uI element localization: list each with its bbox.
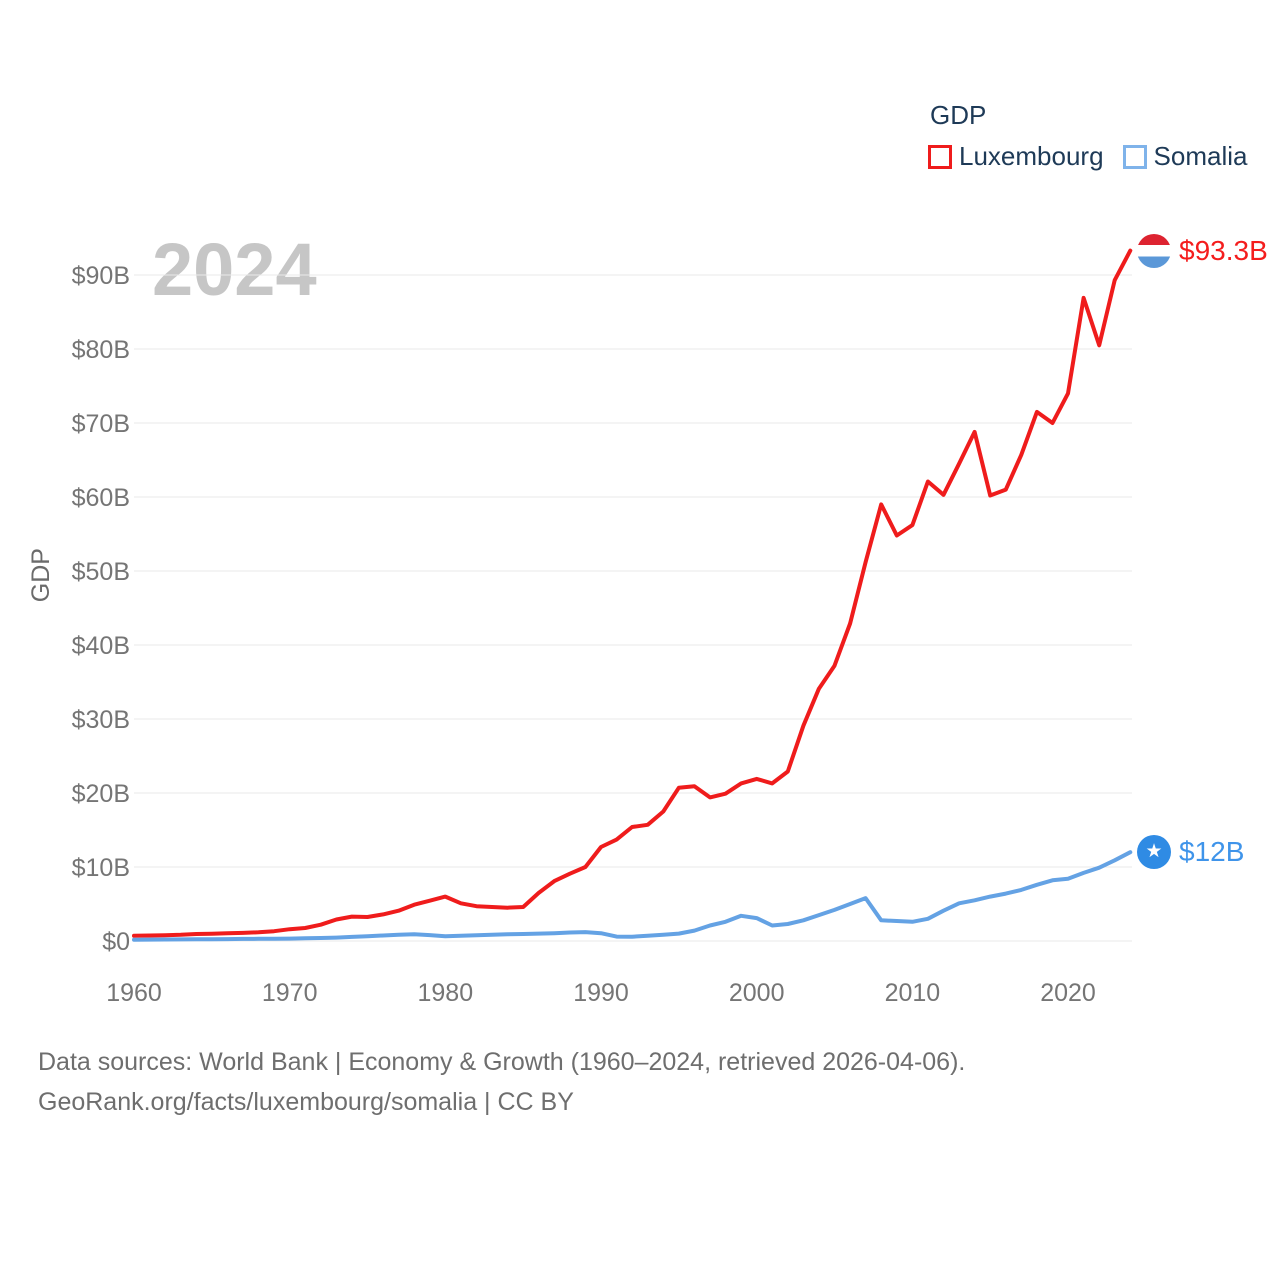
y-tick-label: $60B: [72, 484, 130, 512]
end-value-somalia: $12B: [1179, 836, 1245, 867]
watermark-year: 2024: [152, 228, 317, 311]
y-tick-label: $0: [102, 928, 130, 956]
luxembourg-flag-icon: [1137, 234, 1171, 268]
footer-attribution-url: GeoRank.org/facts/luxembourg/somalia | C…: [38, 1088, 574, 1116]
y-tick-label: $50B: [72, 558, 130, 586]
legend-swatch-somalia: [1122, 144, 1147, 169]
x-tick-label: 1980: [417, 979, 473, 1007]
legend-label-somalia: Somalia: [1153, 141, 1248, 171]
end-label-luxembourg: $93.3B: [1137, 234, 1268, 268]
legend-label-luxembourg: Luxembourg: [959, 141, 1104, 171]
legend-item-luxembourg[interactable]: Luxembourg: [928, 141, 1104, 172]
star-icon: ★: [1145, 840, 1163, 862]
y-tick-label: $90B: [72, 262, 130, 290]
x-tick-label: 2000: [729, 979, 785, 1007]
legend-title: GDP: [930, 100, 987, 130]
x-tick-label: 1970: [262, 979, 318, 1007]
legend-swatch-luxembourg: [928, 144, 952, 169]
somalia-flag-icon: ★: [1137, 835, 1171, 869]
y-tick-label: $70B: [72, 410, 130, 438]
x-tick-label: 2010: [885, 979, 941, 1007]
y-tick-label: $40B: [72, 632, 130, 660]
end-value-luxembourg: $93.3B: [1179, 235, 1268, 266]
footer-data-sources: Data sources: World Bank | Economy & Gro…: [38, 1048, 966, 1076]
series-line-somalia: [132, 850, 1133, 942]
x-tick-label: 1990: [573, 979, 629, 1007]
end-label-somalia: ★ $12B: [1137, 835, 1244, 869]
y-tick-label: $30B: [72, 706, 130, 734]
y-tick-label: $10B: [72, 854, 130, 882]
y-tick-label: $80B: [72, 336, 130, 364]
legend: Luxembourg Somalia: [928, 141, 1247, 172]
y-tick-label: $20B: [72, 780, 130, 808]
legend-item-somalia[interactable]: Somalia: [1122, 141, 1248, 172]
x-tick-label: 1960: [106, 979, 162, 1007]
x-tick-label: 2020: [1040, 979, 1096, 1007]
series-line-luxembourg: [132, 248, 1133, 938]
